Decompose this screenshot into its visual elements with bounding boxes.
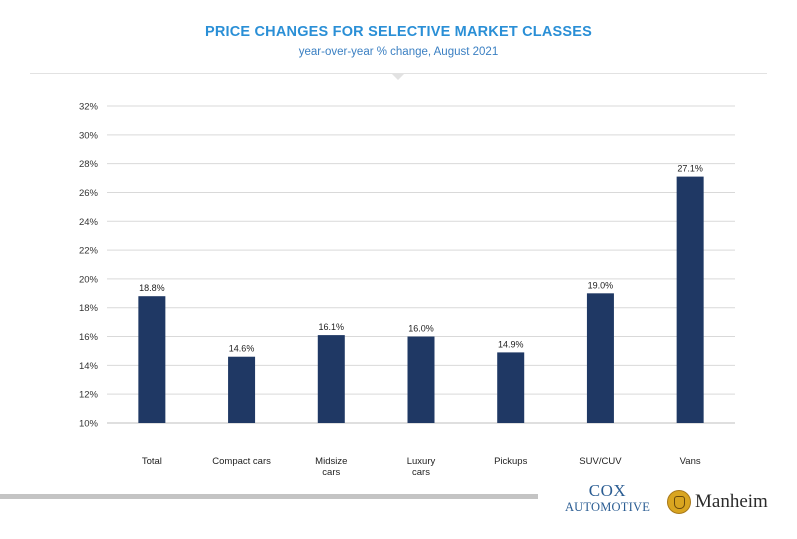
data-label: 14.9% <box>498 339 524 349</box>
cox-automotive-logo: COX AUTOMOTIVE <box>560 482 655 522</box>
data-label: 14.6% <box>229 344 255 354</box>
bar <box>497 352 525 423</box>
automotive-logo-word: AUTOMOTIVE <box>564 500 651 514</box>
bar <box>317 335 345 423</box>
y-tick-label: 24% <box>79 217 99 228</box>
data-label: 16.1% <box>319 322 345 332</box>
header-divider <box>30 73 767 74</box>
manheim-logo: Manheim <box>667 487 768 517</box>
x-tick-label: Luxury cars <box>407 456 436 478</box>
bar <box>586 293 614 423</box>
data-label: 16.0% <box>408 324 434 334</box>
x-tick-label: Total <box>142 456 162 467</box>
footer-bar <box>0 494 538 499</box>
y-tick-label: 20% <box>79 274 99 285</box>
chart-title: PRICE CHANGES FOR SELECTIVE MARKET CLASS… <box>204 24 593 40</box>
y-tick-label: 32% <box>79 102 99 113</box>
x-tick-label-line: Compact cars <box>212 456 271 467</box>
y-tick-label: 30% <box>79 130 99 141</box>
bar <box>228 356 256 423</box>
bar <box>676 176 704 423</box>
y-tick-label: 18% <box>79 303 99 314</box>
y-tick-label: 10% <box>79 419 99 430</box>
x-tick-label: Compact cars <box>212 456 271 467</box>
y-tick-label: 26% <box>79 188 99 199</box>
x-tick-label-line: Total <box>142 456 162 467</box>
x-tick-label: Midsize cars <box>315 456 347 478</box>
x-tick-label-line: SUV/CUV <box>579 456 622 467</box>
bar <box>138 296 166 423</box>
x-tick-label-line: Vans <box>680 456 701 467</box>
data-label: 18.8% <box>139 283 165 293</box>
x-tick-label-line: Luxury <box>407 456 436 467</box>
x-tick-label-line: Pickups <box>494 456 528 467</box>
data-label: 27.1% <box>677 164 703 174</box>
x-tick-label: SUV/CUV <box>579 456 622 467</box>
x-tick-label: Pickups <box>494 456 528 467</box>
bar <box>407 336 435 423</box>
y-tick-label: 22% <box>79 246 99 257</box>
y-tick-label: 12% <box>79 390 99 401</box>
x-tick-label: Vans <box>680 456 701 467</box>
manheim-logo-word: Manheim <box>695 491 768 512</box>
cox-logo-word: COX <box>588 481 627 500</box>
header-divider-caret <box>392 74 404 80</box>
data-label: 19.0% <box>588 280 614 290</box>
y-tick-label: 16% <box>79 332 99 343</box>
x-tick-label-line: Midsize <box>315 456 347 467</box>
chart-subtitle: year-over-year % change, August 2021 <box>298 46 499 58</box>
manheim-emblem-icon <box>667 490 691 514</box>
y-tick-label: 28% <box>79 159 99 170</box>
y-tick-label: 14% <box>79 361 99 372</box>
x-tick-label-line: cars <box>322 467 340 478</box>
x-tick-label-line: cars <box>412 467 430 478</box>
